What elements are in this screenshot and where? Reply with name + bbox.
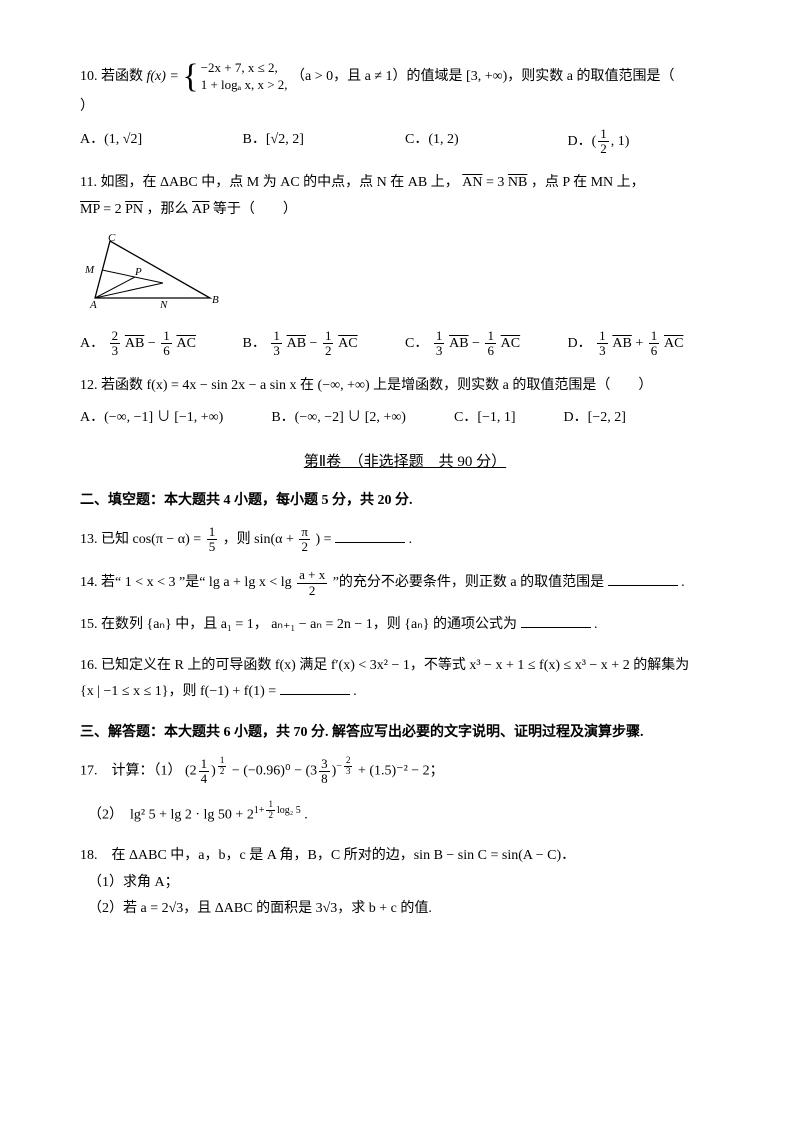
q10-stem-pre: 10. 若函数 — [80, 69, 147, 84]
svg-text:C: C — [108, 233, 116, 244]
svg-text:P: P — [134, 266, 142, 278]
q16-blank — [280, 680, 350, 695]
svg-text:B: B — [212, 294, 219, 306]
q10-options: A．(1, √2] B．[√2, 2] C．(1, 2) D．(12, 1) — [80, 127, 730, 157]
question-13: 13. 已知 cos(π − α) = 15 ，则 sin(α + π2 ) =… — [80, 525, 730, 555]
vec-an: AN — [462, 175, 482, 190]
q11-opt-b: B． 13 AB − 12 AC — [243, 329, 406, 359]
vec-mp: MP — [80, 202, 100, 217]
triangle-diagram: C M P A N B — [80, 233, 220, 308]
q12-opt-d: D．[−2, 2] — [564, 405, 626, 432]
question-11: 11. 如图，在 ΔABC 中，点 M 为 AC 的中点，点 N 在 AB 上，… — [80, 170, 730, 358]
question-12: 12. 若函数 f(x) = 4x − sin 2x − a sin x 在 (… — [80, 373, 730, 432]
q12-opt-b: B．(−∞, −2] ∪ [2, +∞) — [271, 405, 406, 432]
q10-case1: −2x + 7, x ≤ 2, — [201, 60, 288, 77]
q11-opt-d: D． 13 AB + 16 AC — [568, 329, 731, 359]
q11-figure: C M P A N B — [80, 233, 730, 319]
vec-nb: NB — [508, 175, 527, 190]
vec-pn: PN — [125, 202, 143, 217]
q10-stem-mid: （a > 0，且 a ≠ 1）的值域是 [3, +∞)，则实数 a 的取值范围是… — [291, 69, 674, 84]
vec-ap: AP — [192, 202, 209, 217]
svg-text:N: N — [159, 299, 168, 308]
piecewise-brace: { −2x + 7, x ≤ 2, 1 + logₐ x, x > 2, — [182, 60, 287, 94]
q12-opt-a: A．(−∞, −1] ∪ [−1, +∞) — [80, 405, 223, 432]
q12-options: A．(−∞, −1] ∪ [−1, +∞) B．(−∞, −2] ∪ [2, +… — [80, 405, 730, 432]
q12-stem: 12. 若函数 f(x) = 4x − sin 2x − a sin x 在 (… — [80, 373, 730, 400]
fill-heading: 二、填空题：本大题共 4 小题，每小题 5 分，共 20 分. — [80, 488, 730, 515]
question-18: 18. 在 ΔABC 中，a，b，c 是 A 角，B，C 所对的边，sin B … — [80, 843, 730, 923]
svg-text:A: A — [89, 299, 97, 308]
section-2-title: 第Ⅱ卷 （非选择题 共 90 分） — [80, 448, 730, 477]
question-16: 16. 已知定义在 R 上的可导函数 f(x) 满足 f′(x) < 3x² −… — [80, 653, 730, 706]
question-10: 10. 若函数 f(x) = { −2x + 7, x ≤ 2, 1 + log… — [80, 60, 730, 156]
q10-stem-end: ） — [80, 94, 730, 121]
q15-blank — [521, 613, 591, 628]
q12-opt-c: C．[−1, 1] — [454, 405, 516, 432]
question-15: 15. 在数列 {aₙ} 中，且 a₁ = 1， aₙ₊₁ − aₙ = 2n … — [80, 612, 730, 639]
q11-opt-c: C． 13 AB − 16 AC — [405, 329, 568, 359]
question-17: 17. 计算：（1） (214)12 − (−0.96)⁰ − (338)−23… — [80, 756, 730, 829]
q10-opt-d: D．(12, 1) — [568, 127, 731, 157]
svg-text:M: M — [84, 264, 95, 276]
q10-opt-a: A．(1, √2] — [80, 127, 243, 157]
q10-opt-b: B．[√2, 2] — [243, 127, 406, 157]
q13-blank — [335, 528, 405, 543]
question-14: 14. 若“ 1 < x < 3 ”是“ lg a + lg x < lg a … — [80, 568, 730, 598]
q10-fx: f(x) = — [147, 69, 183, 84]
q10-opt-c: C．(1, 2) — [405, 127, 568, 157]
solve-heading: 三、解答题：本大题共 6 小题，共 70 分. 解答应写出必要的文字说明、证明过… — [80, 720, 730, 747]
q14-blank — [608, 571, 678, 586]
q11-opt-a: A． 23 AB − 16 AC — [80, 329, 243, 359]
q10-case2: 1 + logₐ x, x > 2, — [201, 77, 288, 94]
q11-options: A． 23 AB − 16 AC B． 13 AB − 12 AC C． 13 … — [80, 329, 730, 359]
